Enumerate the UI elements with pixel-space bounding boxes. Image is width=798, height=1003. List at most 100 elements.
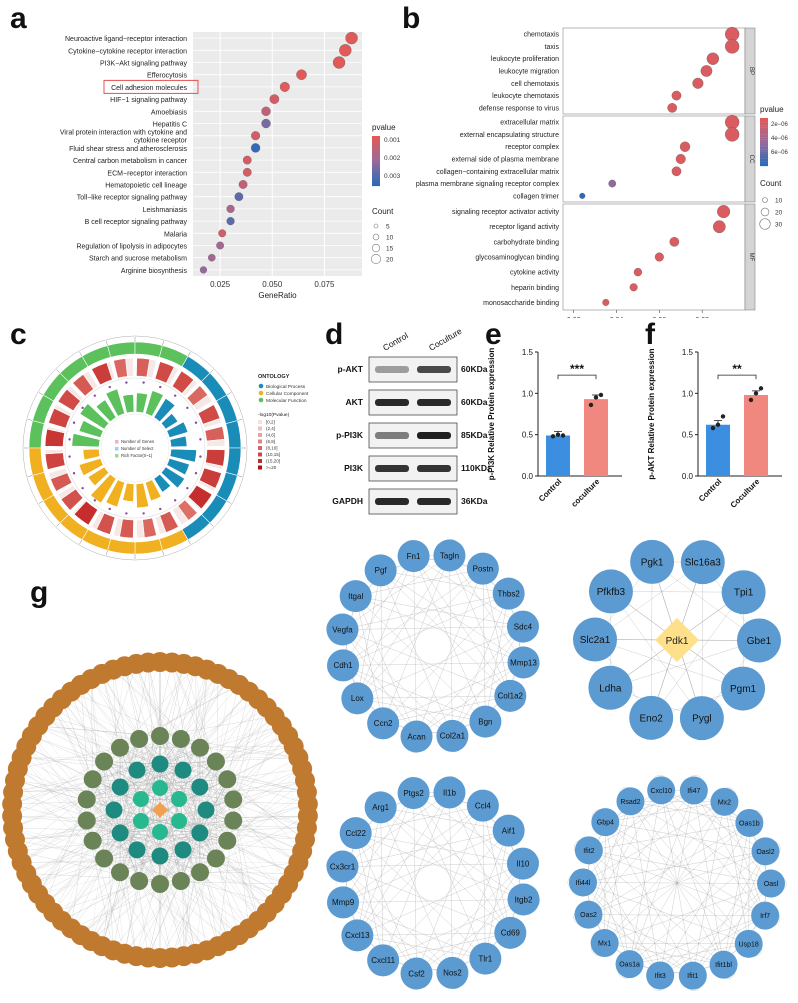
network-edge	[630, 801, 750, 824]
blot-size-label: 36KDa	[461, 496, 488, 506]
circle-enrichment-segment	[44, 452, 66, 470]
kegg-term-label: Central carbon metabolism in cancer	[73, 158, 188, 165]
network-edges	[326, 776, 540, 990]
network-node	[615, 950, 644, 979]
concentric-edge	[31, 735, 121, 834]
circle-legend-scale-swatch	[258, 452, 262, 457]
network-edge	[604, 822, 606, 944]
network-edge	[629, 915, 766, 965]
network-node-label: Ccl4	[475, 801, 492, 810]
ppi3k-point	[550, 434, 556, 439]
network-node	[436, 719, 469, 752]
circle-tick	[209, 522, 214, 527]
ppi3k-ytick-label: 0.0	[522, 472, 534, 481]
circle-ontology-segment	[225, 420, 242, 449]
concentric-edge	[92, 746, 294, 780]
circle-tick	[162, 340, 164, 346]
circle-tick	[226, 500, 232, 504]
kegg-dot	[234, 192, 244, 202]
circle-inner-bar	[160, 413, 179, 430]
circle-inner-bar	[169, 435, 188, 448]
network-node	[466, 789, 499, 822]
network-node	[364, 554, 397, 587]
circle-rich-marker	[72, 472, 76, 475]
circle-legend-scale-label: [0,2]	[266, 420, 275, 425]
pakt-xtick-label: Control	[697, 477, 723, 503]
network-node	[574, 900, 603, 929]
network-node-label: Aif1	[502, 826, 516, 835]
kegg-legend-gradient-step	[372, 178, 380, 182]
concentric-edge	[104, 832, 200, 859]
circle-rich-marker	[142, 381, 145, 384]
network-node	[736, 618, 781, 663]
concentric-edge	[120, 779, 228, 788]
network-node	[506, 610, 539, 643]
circle-legend-bar-label: Rich Factor(0~1)	[121, 453, 153, 458]
network-edge	[355, 596, 417, 737]
circle-tick	[237, 419, 243, 421]
network-node-label: Itgb2	[515, 895, 533, 904]
concentric-edge	[80, 880, 140, 936]
network-node-label: Oas1b	[739, 820, 760, 827]
network-edge	[629, 851, 766, 965]
concentric-edge	[91, 678, 299, 863]
concentric-edge	[159, 761, 217, 857]
concentric-edge	[233, 725, 282, 821]
pakt-ytick-label: 1.5	[682, 348, 694, 357]
kegg-legend-gradient-step	[372, 168, 380, 172]
network-node-label: Tlr1	[478, 954, 492, 963]
concentric-node-inner	[111, 824, 129, 842]
concentric-edge	[159, 761, 216, 765]
network-node-label: Tagln	[440, 551, 459, 560]
concentric-edge	[139, 786, 200, 882]
network-node	[590, 929, 619, 958]
network-node-label: Pfkfb3	[597, 587, 626, 598]
circle-tick	[79, 351, 83, 357]
network-edge	[380, 570, 384, 724]
concentric-edge	[91, 666, 125, 942]
network-node-label: Bgn	[478, 717, 492, 726]
circle-enrichment-segment	[142, 517, 157, 538]
circle-legend-scale-swatch	[258, 420, 262, 424]
concentric-edge	[159, 787, 196, 954]
network-edge	[413, 556, 417, 737]
circle-enrichment-bg	[192, 394, 213, 412]
concentric-edge	[139, 669, 208, 882]
go-legend-count-circle	[759, 218, 771, 230]
circle-inner-bar	[166, 421, 189, 439]
kegg-dot	[208, 253, 216, 262]
network-node	[466, 552, 499, 585]
network-node	[616, 787, 645, 816]
network-node	[367, 707, 400, 740]
circle-inner-bar	[135, 392, 149, 414]
network-node-label: Oasl	[764, 881, 779, 888]
concentric-node-mid	[191, 863, 210, 882]
network-edge	[413, 555, 524, 627]
network-edge	[449, 792, 453, 973]
circle-legend-dot	[258, 390, 264, 396]
network-edge	[357, 626, 523, 699]
network-node	[678, 961, 707, 990]
ppi3k-bar	[546, 435, 570, 476]
kegg-legend-gradient-step	[372, 183, 380, 187]
kegg-dot	[279, 81, 290, 92]
circle-legend-scale-label: >=20	[266, 465, 277, 470]
concentric-edge	[80, 820, 180, 936]
circle-ontology-segment	[28, 420, 45, 449]
concentric-node-mid	[77, 811, 96, 830]
concentric-edge	[147, 832, 200, 958]
network-edge	[661, 790, 693, 976]
go-term-label: carbohydrate binding	[494, 239, 559, 246]
concentric-edge	[91, 763, 161, 942]
pakt-point	[753, 391, 759, 396]
circle-rich-marker	[173, 394, 177, 397]
network-edge	[652, 561, 760, 641]
concentric-edge	[120, 786, 140, 882]
concentric-edge	[199, 832, 250, 929]
go-dot	[608, 179, 617, 188]
network-edge	[342, 866, 511, 934]
kegg-term-label: Hematopoietic cell lineage	[105, 183, 187, 190]
go-dot	[725, 127, 740, 142]
circle-enrichment-bg	[72, 499, 87, 515]
kegg-term-label: cytokine receptor	[134, 138, 188, 145]
